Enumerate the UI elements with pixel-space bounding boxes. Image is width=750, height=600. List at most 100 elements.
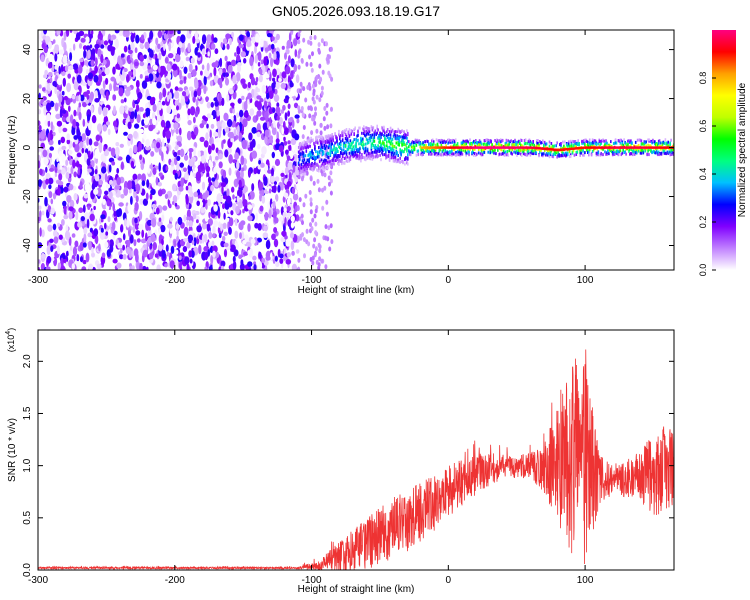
- heatmap-cell: [544, 144, 547, 148]
- heatmap-cell: [42, 87, 46, 92]
- heatmap-cell: [215, 86, 221, 92]
- heatmap-cell: [256, 131, 261, 138]
- heatmap-cell: [361, 156, 363, 160]
- heatmap-cell: [95, 57, 98, 66]
- heatmap-cell: [433, 146, 435, 149]
- heatmap-cell: [554, 149, 557, 153]
- heatmap-cell: [307, 164, 309, 168]
- heatmap-cell: [158, 104, 162, 111]
- heatmap-cell: [119, 81, 123, 86]
- heatmap-cell: [647, 149, 649, 153]
- heatmap-cell: [104, 190, 109, 196]
- heatmap-cell: [61, 90, 65, 96]
- heatmap-cell: [46, 112, 51, 122]
- heatmap-cell: [310, 156, 312, 160]
- heatmap-cell: [289, 80, 293, 88]
- heatmap-cell: [236, 170, 241, 179]
- heatmap-cell: [171, 63, 178, 71]
- heatmap-cell: [607, 146, 609, 149]
- heatmap-cell: [341, 148, 343, 152]
- heatmap-cell: [79, 241, 84, 251]
- heatmap-cell: [54, 172, 58, 178]
- heatmap-cell: [274, 158, 281, 167]
- heatmap-cell: [363, 147, 365, 151]
- heatmap-cell: [339, 146, 341, 150]
- heatmap-cell: [617, 151, 620, 154]
- heatmap-cell: [308, 144, 310, 148]
- heatmap-cell: [383, 141, 385, 145]
- heatmap-cell: [206, 123, 209, 129]
- heatmap-cell: [103, 40, 109, 46]
- heatmap-cell: [221, 121, 226, 129]
- heatmap-cell: [312, 151, 314, 155]
- heatmap-cell: [448, 146, 450, 149]
- heatmap-cell: [356, 134, 358, 138]
- heatmap-cell: [387, 154, 390, 158]
- heatmap-cell: [621, 142, 624, 146]
- heatmap-cell: [345, 140, 348, 144]
- heatmap-cell: [48, 184, 52, 190]
- heatmap-cell: [520, 143, 522, 147]
- heatmap-cell: [672, 151, 674, 155]
- heatmap-cell: [301, 134, 305, 140]
- heatmap-cell: [287, 103, 291, 110]
- heatmap-cell: [313, 164, 315, 168]
- heatmap-cell: [265, 255, 271, 261]
- heatmap-cell: [205, 203, 208, 211]
- heatmap-cell: [246, 39, 252, 48]
- heatmap-cell: [314, 106, 317, 112]
- heatmap-cell: [351, 151, 354, 155]
- heatmap-cell: [82, 259, 87, 265]
- heatmap-cell: [209, 137, 212, 145]
- heatmap-cell: [601, 153, 603, 157]
- heatmap-cell: [407, 153, 409, 157]
- heatmap-cell: [626, 146, 629, 149]
- heatmap-cell: [235, 72, 241, 82]
- heatmap-cell: [596, 151, 599, 155]
- heatmap-cell: [577, 147, 579, 150]
- heatmap-cell: [599, 153, 602, 157]
- heatmap-cell: [604, 150, 606, 154]
- heatmap-cell: [549, 148, 551, 151]
- heatmap-cell: [179, 69, 182, 80]
- heatmap-cell: [427, 140, 429, 144]
- heatmap-cell: [449, 153, 451, 157]
- heatmap-cell: [461, 152, 464, 156]
- heatmap-cell: [630, 144, 632, 148]
- heatmap-cell: [307, 159, 309, 162]
- heatmap-cell: [139, 211, 143, 221]
- heatmap-cell: [498, 139, 501, 143]
- heatmap-cell: [187, 108, 191, 116]
- heatmap-cell: [202, 115, 207, 120]
- heatmap-cell: [536, 143, 538, 147]
- heatmap-cell: [586, 148, 588, 152]
- heatmap-cell: [371, 128, 374, 132]
- heatmap-cell: [259, 193, 263, 202]
- heatmap-cell: [117, 156, 123, 161]
- heatmap-cell: [160, 65, 166, 75]
- heatmap-cell: [445, 153, 447, 156]
- heatmap-cell: [322, 152, 325, 155]
- heatmap-cell: [278, 77, 282, 82]
- heatmap-cell: [402, 140, 404, 144]
- heatmap-cell: [370, 154, 373, 158]
- heatmap-cell: [98, 68, 102, 75]
- heatmap-cell: [483, 147, 486, 151]
- heatmap-cell: [375, 154, 377, 158]
- heatmap-cell: [331, 142, 333, 146]
- heatmap-cell: [135, 183, 141, 193]
- heatmap-cell: [374, 155, 377, 159]
- heatmap-cell: [525, 146, 527, 149]
- heatmap-cell: [425, 146, 428, 149]
- heatmap-cell: [278, 216, 284, 222]
- heatmap-cell: [242, 208, 245, 214]
- heatmap-cell: [631, 141, 633, 145]
- heatmap-cell: [637, 149, 640, 153]
- heatmap-cell: [56, 157, 59, 163]
- heatmap-cell: [138, 141, 143, 152]
- heatmap-cell: [318, 166, 321, 170]
- heatmap-cell: [158, 52, 162, 61]
- heatmap-cell: [301, 220, 304, 226]
- heatmap-cell: [38, 84, 42, 89]
- heatmap-cell: [66, 133, 70, 141]
